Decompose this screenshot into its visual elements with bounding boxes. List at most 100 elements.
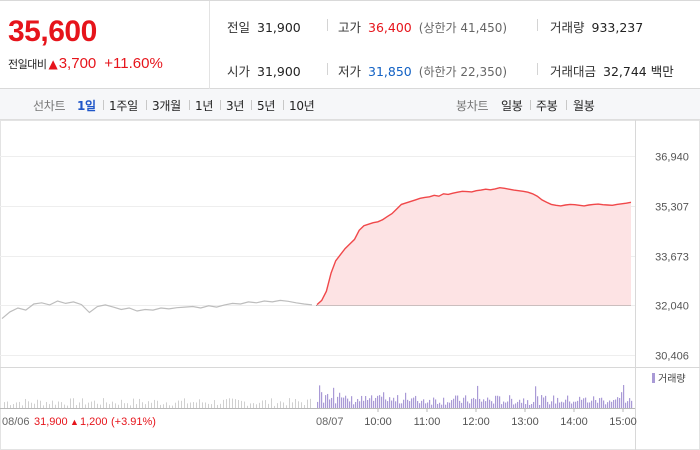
volume-bar: [623, 385, 625, 408]
volume-bar: [395, 401, 397, 408]
prev-volume-bar: [244, 401, 245, 408]
today-series-line: [316, 186, 632, 306]
tab-10year[interactable]: 10년: [289, 99, 315, 113]
volume-bar: [339, 392, 341, 408]
prev-volume-bar: [16, 402, 17, 408]
prev-volume-bar: [49, 404, 50, 408]
stat-high: 고가 36,400 (상한가 41,450): [338, 20, 508, 35]
volume-bar: [461, 402, 463, 408]
prev-volume-bar: [103, 398, 104, 408]
volume-bar: [401, 403, 403, 408]
volume-bar: [629, 398, 631, 408]
volume-bar: [355, 401, 357, 408]
tab-3month[interactable]: 3개월: [152, 99, 181, 113]
price-chart[interactable]: 36,940 35,307 33,673 32,040 30,406 10:00 11:0…: [0, 120, 700, 450]
volume-bar: [345, 395, 347, 408]
tab-1week[interactable]: 1주일: [109, 99, 138, 113]
prev-volume-bar: [286, 405, 287, 408]
volume-bar: [529, 404, 531, 408]
tab-1year[interactable]: 1년: [195, 99, 214, 113]
prev-volume-bar: [160, 404, 161, 408]
prev-volume-bar: [214, 400, 215, 408]
price-change: 전일대비 ▲ 3,700 +11.60%: [8, 55, 163, 72]
prev-volume-bar: [310, 398, 311, 408]
prev-volume-bar: [121, 399, 122, 408]
volume-bar: [389, 397, 391, 408]
stock-header: 35,600 전일대비 ▲ 3,700 +11.60% 전일 31,900 시가 3…: [0, 0, 700, 89]
volume-bar: [531, 404, 533, 408]
prev-volume-bar: [238, 400, 239, 408]
volume-bar: [387, 401, 389, 408]
volume-bar: [343, 397, 345, 408]
volume-bar: [483, 399, 485, 408]
volume-bar: [589, 402, 591, 408]
prev-volume-bar: [217, 404, 218, 408]
volume-legend-label: 거래량: [658, 373, 686, 385]
prev-volume-bar: [235, 399, 236, 408]
prev-volume-bar: [40, 400, 41, 408]
volume-bar: [617, 397, 619, 408]
volume-bar: [379, 395, 381, 408]
volume-bar: [409, 401, 411, 408]
volume-bar: [545, 395, 547, 408]
volume-bar: [381, 396, 383, 408]
tab-5year[interactable]: 5년: [257, 99, 276, 113]
volume-bar: [377, 395, 379, 408]
volume-bar: [341, 397, 343, 408]
tab-3year[interactable]: 3년: [226, 99, 245, 113]
tab-monthly-candle[interactable]: 월봉: [573, 99, 595, 113]
volume-legend-swatch: [652, 373, 655, 383]
prev-volume-bar: [67, 405, 68, 408]
prev-volume-bar: [181, 400, 182, 408]
prev-volume-bar: [118, 404, 119, 408]
prev-volume-bar: [169, 405, 170, 408]
volume-bar: [361, 395, 363, 408]
volume-bar: [317, 401, 319, 408]
prev-volume-bar: [157, 400, 158, 408]
prev-volume-bar: [115, 403, 116, 408]
price-stats: 전일 31,900 시가 31,900 고가 36,400 (상한가 41,450) …: [211, 1, 700, 89]
volume-bar: [407, 399, 409, 408]
volume-bar: [587, 402, 589, 408]
tab-weekly-candle[interactable]: 주봉: [536, 99, 558, 113]
volume-bar: [607, 402, 609, 408]
tab-1day[interactable]: 1일: [77, 99, 96, 113]
volume-bar: [497, 395, 499, 408]
volume-bar: [523, 398, 525, 408]
prev-volume-bar: [280, 401, 281, 408]
prev-change-pct-label: (+3.91%): [111, 416, 156, 428]
prev-volume-bar: [283, 402, 284, 408]
volume-bar: [321, 392, 323, 408]
prev-volume-bar: [13, 404, 14, 408]
volume-bar: [441, 404, 443, 408]
volume-bar: [619, 397, 621, 408]
y-tick-label: 32,040: [655, 301, 689, 313]
volume-bar: [517, 401, 519, 408]
volume-bar: [565, 399, 567, 408]
divider: [220, 100, 221, 110]
volume-bar: [391, 400, 393, 408]
candle-chart-label: 봉차트: [456, 99, 489, 113]
prev-volume-bar: [82, 398, 83, 408]
divider: [146, 100, 147, 110]
prev-volume-bar: [229, 398, 230, 408]
volume-bar: [405, 392, 407, 408]
prev-volume-bar: [37, 399, 38, 408]
volume-bar: [323, 402, 325, 408]
prev-volume-bar: [241, 400, 242, 408]
prev-volume-bar: [55, 404, 56, 408]
divider: [251, 100, 252, 110]
volume-bar: [459, 400, 461, 408]
volume-bar: [547, 401, 549, 408]
volume-bar: [503, 401, 505, 408]
tab-daily-candle[interactable]: 일봉: [501, 99, 523, 113]
volume-bar: [579, 396, 581, 408]
prev-volume-bar: [223, 399, 224, 408]
volume-bar: [331, 397, 333, 408]
prev-volume-bar: [205, 402, 206, 408]
prev-volume-bar: [52, 400, 53, 408]
chart-svg[interactable]: 36,940 35,307 33,673 32,040 30,406 10:00 11:0…: [0, 120, 700, 450]
volume-bar: [443, 397, 445, 408]
prev-volume-bar: [64, 404, 65, 408]
prev-volume-bar: [112, 401, 113, 408]
